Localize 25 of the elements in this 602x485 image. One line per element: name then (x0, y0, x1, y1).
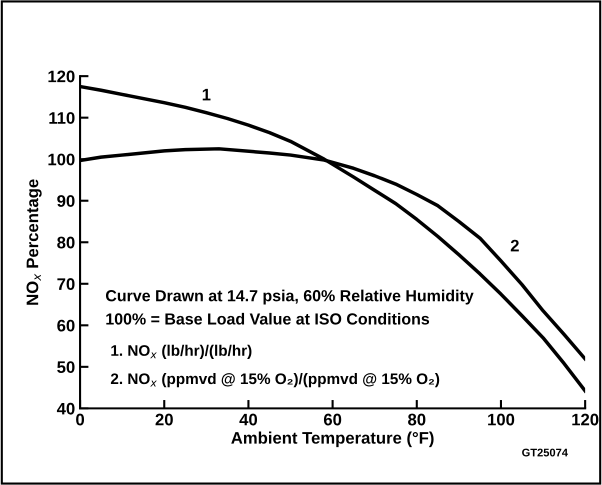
x-tick-label: 40 (239, 414, 258, 426)
y-axis-title: NO$_{x}$ Percentage (26, 179, 42, 305)
y-tick-label: 60 (57, 320, 75, 332)
annotation: 1. NO$_{x}$ (lb/hr)/(lb/hr) (111, 344, 252, 359)
y-tick-label: 80 (57, 236, 75, 248)
x-axis-title: Ambient Temperature (°F) (231, 432, 434, 448)
x-tick-label: 80 (408, 414, 426, 426)
x-tick-label: 100 (488, 414, 514, 426)
x-tick-label: 20 (156, 414, 173, 426)
x-tick-label: 0 (76, 414, 84, 426)
x-tick-label: 120 (572, 414, 598, 426)
y-tick-label: 90 (57, 195, 75, 207)
x-tick-label: 60 (324, 414, 342, 426)
series-label: 1 (202, 88, 211, 100)
y-tick-label: 50 (57, 361, 75, 374)
y-tick-label: 100 (48, 154, 75, 166)
series-label: 2 (510, 240, 519, 252)
y-tick-label: 110 (49, 112, 75, 124)
text: GT25074 (522, 448, 568, 456)
y-tick-label: 40 (56, 402, 75, 415)
annotation: 100% = Base Load Value at ISO Conditions (106, 312, 430, 325)
y-tick-label: 70 (57, 278, 75, 290)
annotation: 2. NO$_{x}$ (ppmvd @ 15% O₂)/(ppmvd @ 15% O₂) (110, 372, 440, 388)
annotation: Curve Drawn at 14.7 psia, 60% Relative Humidity (106, 290, 474, 305)
y-tick-label: 120 (48, 70, 75, 82)
